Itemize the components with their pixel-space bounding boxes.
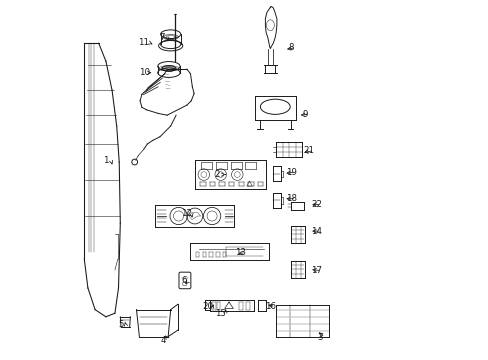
Text: 11: 11 — [138, 38, 149, 47]
Text: 2: 2 — [214, 170, 220, 179]
Text: 5: 5 — [118, 320, 123, 329]
Text: 17: 17 — [310, 266, 321, 275]
Text: 14: 14 — [310, 227, 321, 236]
Text: 7: 7 — [160, 33, 165, 42]
Text: 10: 10 — [139, 68, 150, 77]
Text: 20: 20 — [202, 302, 213, 311]
Text: 15: 15 — [214, 309, 225, 318]
Text: 18: 18 — [285, 194, 296, 203]
Text: 1: 1 — [103, 156, 108, 165]
Text: 4: 4 — [161, 336, 166, 345]
Text: 8: 8 — [288, 43, 293, 52]
Text: 9: 9 — [302, 110, 307, 119]
Text: 16: 16 — [264, 302, 275, 311]
Text: 21: 21 — [303, 146, 314, 155]
Text: 19: 19 — [285, 167, 296, 176]
Text: 3: 3 — [317, 333, 322, 342]
Text: 13: 13 — [235, 248, 246, 257]
Text: 12: 12 — [180, 209, 191, 217]
Text: 22: 22 — [310, 200, 321, 209]
Text: 6: 6 — [181, 276, 186, 284]
